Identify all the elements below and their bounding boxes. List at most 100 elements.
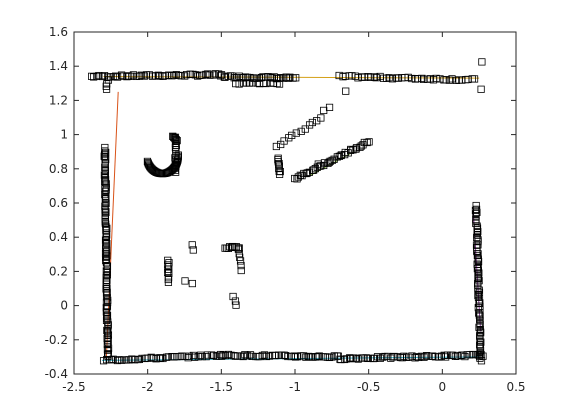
data-point: [307, 353, 315, 361]
data-point: [102, 148, 110, 157]
data-point: [297, 127, 305, 135]
data-point: [476, 347, 485, 355]
data-point: [188, 279, 196, 288]
y-tick-label: 0.4: [49, 230, 68, 244]
data-point: [442, 353, 450, 361]
data-point: [102, 244, 110, 252]
data-point: [181, 72, 189, 80]
data-point: [432, 74, 440, 83]
data-point: [478, 58, 486, 66]
y-tick-label: -0.4: [45, 367, 68, 381]
data-point: [93, 72, 101, 80]
y-tick-label: 0: [60, 299, 68, 313]
data-point: [414, 75, 422, 83]
data-point: [203, 351, 212, 359]
x-tick-label: -1.5: [210, 380, 233, 394]
data-point: [292, 129, 300, 137]
data-point: [376, 354, 384, 362]
data-point: [112, 72, 120, 80]
data-point: [104, 318, 112, 326]
data-point: [365, 138, 373, 146]
x-tick-label: -2: [142, 380, 154, 394]
data-point: [207, 351, 215, 359]
data-point: [103, 304, 111, 312]
data-point: [275, 80, 284, 88]
data-point: [181, 277, 189, 285]
data-point: [173, 136, 181, 145]
data-point: [217, 72, 225, 80]
data-point: [119, 72, 127, 80]
data-point: [476, 341, 484, 349]
data-point: [235, 244, 243, 252]
y-axis-ticks: -0.4 -0.2 0 0.2 0.4 0.6 0.8 1 1.2 1.4 1.6: [45, 25, 516, 381]
data-point: [113, 73, 122, 81]
data-point: [342, 87, 350, 95]
data-point: [236, 352, 244, 360]
data-point: [143, 354, 151, 362]
data-point: [101, 190, 109, 199]
x-tick-label: -1: [289, 380, 301, 394]
data-point: [101, 206, 109, 214]
data-point: [88, 72, 96, 80]
data-point: [229, 292, 237, 301]
data-point: [163, 261, 172, 269]
data-point: [379, 353, 387, 361]
data-point: [185, 352, 193, 360]
data-point: [275, 162, 283, 170]
data-point: [189, 351, 197, 360]
data-point: [262, 79, 270, 88]
data-point: [473, 265, 481, 273]
data-point: [236, 257, 245, 265]
data-point: [202, 70, 210, 79]
data-point: [298, 172, 306, 180]
data-point: [424, 352, 432, 360]
data-point: [476, 349, 484, 357]
data-point: [235, 80, 243, 88]
data-point: [477, 329, 485, 337]
data-point: [159, 354, 167, 363]
data-point: [189, 70, 197, 78]
data-point: [102, 186, 110, 194]
data-point: [135, 355, 143, 364]
data-point: [449, 351, 457, 359]
data-point: [231, 297, 240, 305]
data-point: [102, 194, 110, 202]
data-point: [228, 72, 236, 80]
data-point: [302, 353, 310, 361]
data-point: [282, 73, 290, 81]
data-point: [198, 352, 206, 361]
data-point: [232, 301, 240, 309]
data-point: [101, 250, 110, 258]
scatter-markers: [88, 58, 487, 365]
data-point: [248, 352, 256, 360]
data-point: [284, 74, 292, 82]
x-tick-label: -2.5: [62, 380, 85, 394]
data-point: [443, 351, 452, 359]
data-point: [169, 71, 178, 79]
data-point: [234, 245, 242, 253]
data-point: [202, 353, 210, 361]
data-point: [204, 70, 212, 78]
data-point: [326, 157, 334, 165]
data-point: [452, 76, 461, 84]
data-point: [475, 323, 483, 331]
data-point: [400, 352, 408, 360]
data-point: [159, 72, 167, 80]
data-point: [362, 354, 370, 362]
data-point: [474, 284, 482, 293]
data-point: [314, 352, 322, 361]
data-point: [313, 117, 321, 125]
data-point: [470, 75, 479, 83]
y-tick-label: 1.6: [49, 25, 68, 39]
data-point: [448, 75, 456, 83]
data-point: [323, 353, 331, 361]
x-tick-label: 0: [439, 380, 447, 394]
data-point: [272, 142, 280, 151]
data-point: [194, 353, 202, 361]
data-point: [101, 170, 109, 178]
data-point: [276, 167, 284, 176]
data-point: [458, 351, 466, 359]
data-point: [103, 239, 111, 248]
data-point: [418, 74, 426, 82]
x-axis-ticks: -2.5 -2 -1.5 -1 -0.5 0 0.5: [62, 32, 526, 394]
